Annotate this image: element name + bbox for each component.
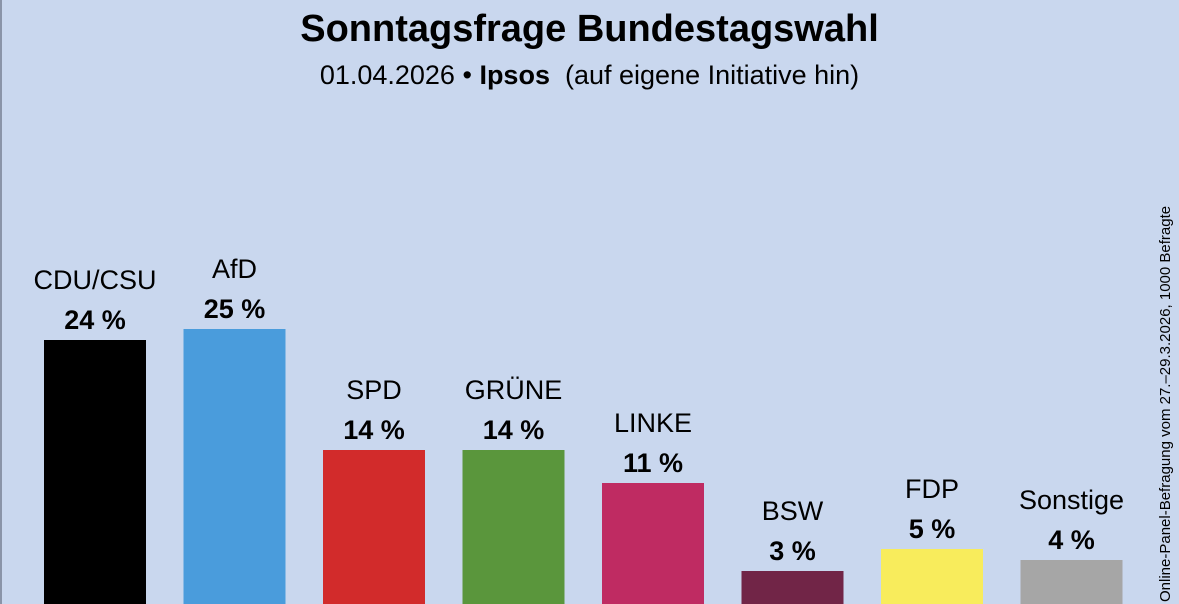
poll-institute: Ipsos	[479, 60, 550, 90]
bar-linke	[602, 483, 704, 604]
party-label: GRÜNE	[465, 375, 563, 405]
party-label: CDU/CSU	[33, 265, 156, 295]
bar-grüne	[462, 450, 565, 604]
value-label: 14 %	[343, 415, 405, 445]
value-label: 14 %	[483, 415, 545, 445]
bar-fdp	[881, 549, 983, 604]
party-label: FDP	[905, 474, 959, 504]
poll-note: (auf eigene Initiative hin)	[564, 60, 860, 90]
value-label: 25 %	[204, 294, 266, 324]
chart-frame-left-border	[0, 0, 2, 604]
party-label: BSW	[762, 496, 824, 526]
value-label: 5 %	[909, 514, 956, 544]
party-label: SPD	[346, 375, 402, 405]
bar-sonstige	[1020, 560, 1123, 604]
bar-afd	[183, 329, 286, 604]
bar-cdu-csu	[44, 340, 146, 604]
value-label: 3 %	[769, 536, 816, 566]
value-label: 4 %	[1048, 525, 1095, 555]
party-label: LINKE	[614, 408, 692, 438]
party-label: AfD	[212, 254, 257, 284]
value-label: 24 %	[64, 305, 126, 335]
bar-bsw	[741, 571, 844, 604]
chart-subtitle: 01.04.2026 • Ipsos (auf eigene Initiativ…	[0, 60, 1179, 91]
bar-spd	[323, 450, 425, 604]
value-label: 11 %	[623, 448, 683, 478]
chart-title: Sonntagsfrage Bundestagswahl	[300, 8, 879, 50]
poll-date: 01.04.2026	[319, 60, 455, 90]
party-label: Sonstige	[1019, 485, 1124, 515]
bullet-separator: •	[462, 60, 472, 90]
